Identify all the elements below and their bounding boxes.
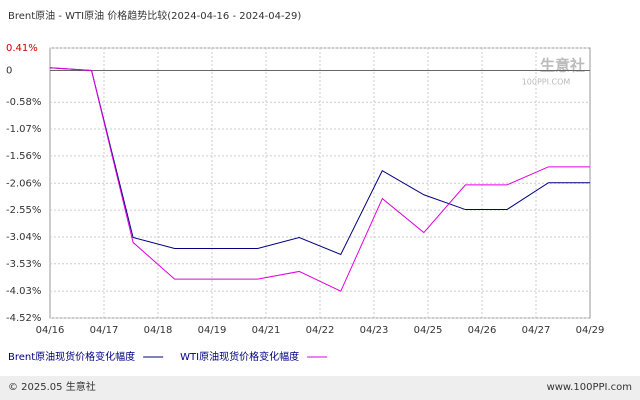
x-tick-label: 04/26 [468, 325, 497, 336]
x-tick-label: 04/17 [90, 325, 119, 336]
x-tick-label: 04/27 [522, 325, 551, 336]
y-tick-label: -1.56% [6, 151, 41, 162]
footer-bar [0, 376, 640, 400]
y-tick-label: -2.55% [6, 205, 41, 216]
x-tick-label: 04/22 [306, 325, 335, 336]
x-tick-label: 04/19 [198, 325, 227, 336]
y-tick-label: -1.07% [6, 124, 41, 135]
x-tick-label: 04/25 [414, 325, 443, 336]
y-tick-label: -0.58% [6, 97, 41, 108]
footer-right: www.100PPI.com [547, 382, 632, 393]
chart-title: Brent原油 - WTI原油 价格趋势比较(2024-04-16 - 2024… [8, 9, 301, 22]
legend-label: Brent原油现货价格变化幅度 [8, 350, 135, 363]
watermark: 生意社 [540, 57, 585, 75]
x-tick-label: 04/18 [144, 325, 173, 336]
y-tick-label: -3.53% [6, 259, 41, 270]
y-tick-label: -4.03% [6, 286, 41, 297]
footer-left: © 2025.05 生意社 [8, 380, 96, 393]
x-tick-label: 04/21 [252, 325, 281, 336]
legend-label: WTI原油现货价格变化幅度 [180, 350, 299, 363]
y-tick-label: -3.04% [6, 232, 41, 243]
series-line [49, 67, 590, 256]
y-tick-label: -2.06% [6, 178, 41, 189]
watermark-site: 100PPI.COM [522, 78, 571, 87]
series-line [49, 67, 590, 292]
x-tick-label: 04/16 [36, 325, 65, 336]
y-tick-label: -4.52% [6, 313, 41, 324]
x-tick-label: 04/23 [360, 325, 389, 336]
y-tick-label: 0.41% [6, 43, 38, 54]
y-tick-label: 0 [6, 65, 12, 76]
x-tick-label: 04/29 [576, 325, 605, 336]
